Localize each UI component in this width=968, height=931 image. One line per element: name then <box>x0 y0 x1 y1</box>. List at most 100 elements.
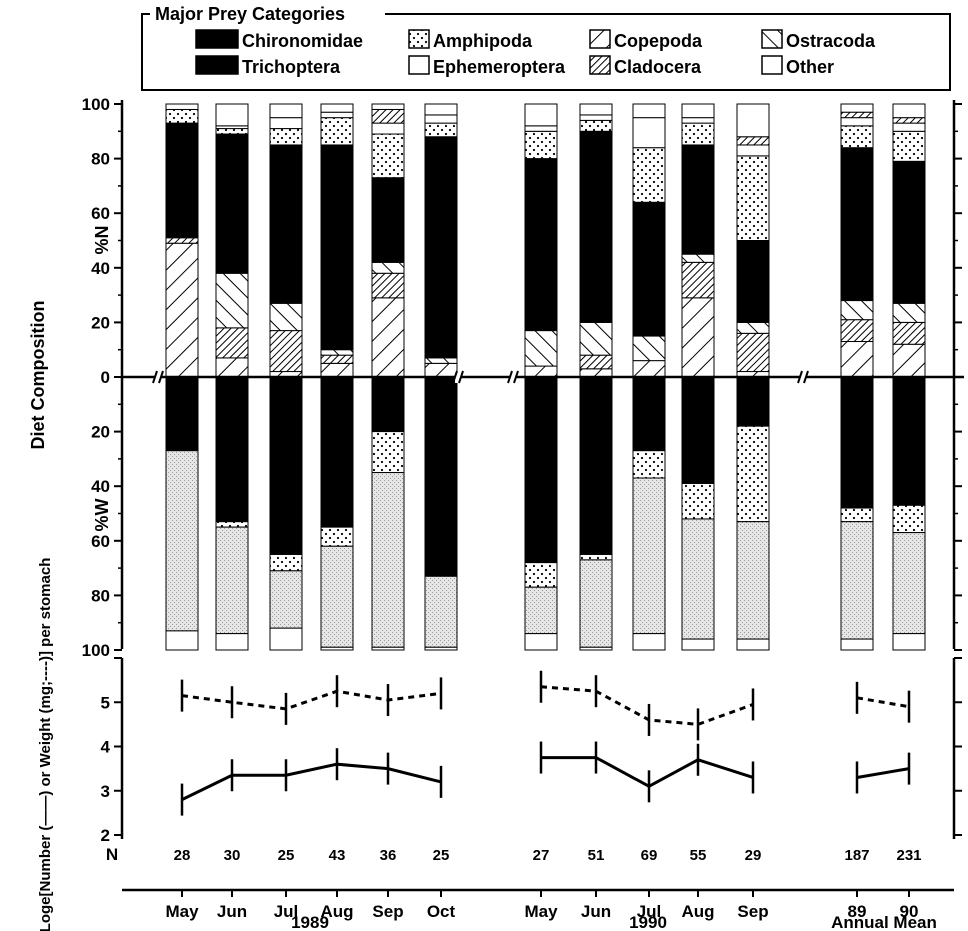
bar-n-12-chironomidae <box>892 160 926 304</box>
break-mark-a-2 <box>507 370 513 384</box>
bar-w-6-other <box>524 633 558 651</box>
category-label-4: Sep <box>372 902 403 921</box>
n-value-7: 51 <box>588 847 605 864</box>
category-label-0: May <box>165 902 199 921</box>
category-label-10: Sep <box>737 902 768 921</box>
bar-n-4-ephemeroptera <box>371 122 405 135</box>
bar-w-7-other <box>579 646 613 651</box>
bar-n-1-chironomidae <box>215 133 249 274</box>
bar-n-10-ephemeroptera <box>736 144 770 157</box>
bar-n-9-other <box>681 103 715 119</box>
break-gap-1 <box>455 371 461 383</box>
bar-n-12-amphipoda <box>892 130 926 162</box>
tick-label-top-3: 40 <box>91 259 110 278</box>
category-label-7: Jun <box>581 902 611 921</box>
bar-w-5-other <box>424 646 458 651</box>
n-value-4: 36 <box>380 847 397 864</box>
bar-n-12-cladocera_2 <box>892 117 926 124</box>
bar-n-11-amphipoda <box>840 125 874 149</box>
n-value-3: 43 <box>329 847 346 864</box>
bar-n-9-ephemeroptera <box>681 117 715 124</box>
legend-swatch-copepoda <box>589 29 611 49</box>
bar-n-10-ostracoda <box>736 321 770 334</box>
break-gap-2 <box>510 371 516 383</box>
bar-n-9-copepoda <box>681 297 715 378</box>
bar-n-3-ostracoda <box>320 349 354 356</box>
bar-n-2-ephemeroptera <box>269 117 303 130</box>
legend-swatch-ephemeroptera <box>408 55 430 75</box>
bar-w-12-trichoptera <box>892 532 926 635</box>
bar-n-4-copepoda <box>371 297 405 378</box>
break-gap-3 <box>800 371 806 383</box>
bar-n-7-cladocera <box>579 354 613 370</box>
break-mark-a-3 <box>797 370 803 384</box>
legend-label-other: Other <box>786 57 834 77</box>
legend-label-cladocera: Cladocera <box>614 57 702 77</box>
bar-n-5-ephemeroptera <box>424 114 458 124</box>
bar-n-11-chironomidae <box>840 147 874 302</box>
series-number-seg-2 <box>856 767 910 779</box>
bar-n-3-cladocera <box>320 354 354 364</box>
legend-label-ephemeroptera: Ephemeroptera <box>433 57 566 77</box>
bar-w-0-trichoptera <box>165 450 199 632</box>
bar-w-10-other <box>736 638 770 651</box>
bar-w-2-chironomidae <box>269 376 303 555</box>
bar-w-7-chironomidae <box>579 376 613 555</box>
bar-w-1-other <box>215 633 249 651</box>
bar-n-8-other <box>632 103 666 119</box>
bar-w-4-other <box>371 646 405 651</box>
n-value-12: 231 <box>896 847 921 864</box>
category-label-9: Aug <box>681 902 714 921</box>
bar-n-4-amphipoda <box>371 133 405 179</box>
bar-n-1-ostracoda <box>215 272 249 329</box>
bar-n-5-chironomidae <box>424 136 458 359</box>
axes: 100 80 60 40 20 0 20 40 60 80 100 <box>82 95 964 660</box>
break-gap-0 <box>155 371 161 383</box>
bar-n-8-copepoda <box>632 360 666 378</box>
bar-n-12-cladocera <box>892 321 926 345</box>
n-value-0: 28 <box>174 847 191 864</box>
bar-n-8-ephemeroptera <box>632 117 666 149</box>
category-label-12: 90 <box>900 902 919 921</box>
legend-frame <box>141 13 951 91</box>
bar-n-8-amphipoda <box>632 147 666 203</box>
bar-n-11-cladocera_2 <box>840 111 874 119</box>
tick-label-top-4: 20 <box>91 313 110 332</box>
bar-w-0-other <box>165 630 199 651</box>
bar-n-10-amphipoda <box>736 155 770 241</box>
category-label-1: Jun <box>217 902 247 921</box>
bar-w-2-trichoptera <box>269 570 303 629</box>
group-label-0: 1989 <box>291 913 329 931</box>
bar-n-2-cladocera <box>269 330 303 373</box>
legend-swatch-ostracoda <box>761 29 783 49</box>
bar-w-12-amphipoda <box>892 504 926 534</box>
bar-w-4-chironomidae <box>371 376 405 433</box>
bar-w-9-chironomidae <box>681 376 715 484</box>
n-value-1: 30 <box>224 847 241 864</box>
bar-w-3-amphipoda <box>320 526 354 547</box>
bar-w-9-trichoptera <box>681 518 715 640</box>
break-mark-a-0 <box>152 370 158 384</box>
bar-n-3-amphipoda <box>320 117 354 146</box>
bar-n-0-cladocera <box>165 237 199 244</box>
n-value-6: 27 <box>533 847 550 864</box>
break-mark-b-3 <box>803 370 809 384</box>
y-axis-label: Diet Composition <box>28 301 48 450</box>
bar-n-1-cladocera <box>215 327 249 359</box>
legend-title: Major Prey Categories <box>155 4 345 24</box>
bar-w-1-trichoptera <box>215 526 249 635</box>
bar-n-7-ostracoda <box>579 321 613 356</box>
series-weight-seg-2 <box>856 696 910 709</box>
legend-label-copepoda: Copepoda <box>614 31 703 51</box>
bar-n-11-other <box>840 103 874 113</box>
bars <box>165 103 926 651</box>
bar-n-2-chironomidae <box>269 144 303 304</box>
n-value-11: 187 <box>844 847 869 864</box>
tick-label-bottom-1: 40 <box>91 477 110 496</box>
bar-n-2-other <box>269 103 303 119</box>
legend-swatch-other <box>761 55 783 75</box>
category-label-2: Jul <box>274 902 299 921</box>
bar-w-2-other <box>269 627 303 651</box>
series-number-seg-1 <box>541 756 754 789</box>
